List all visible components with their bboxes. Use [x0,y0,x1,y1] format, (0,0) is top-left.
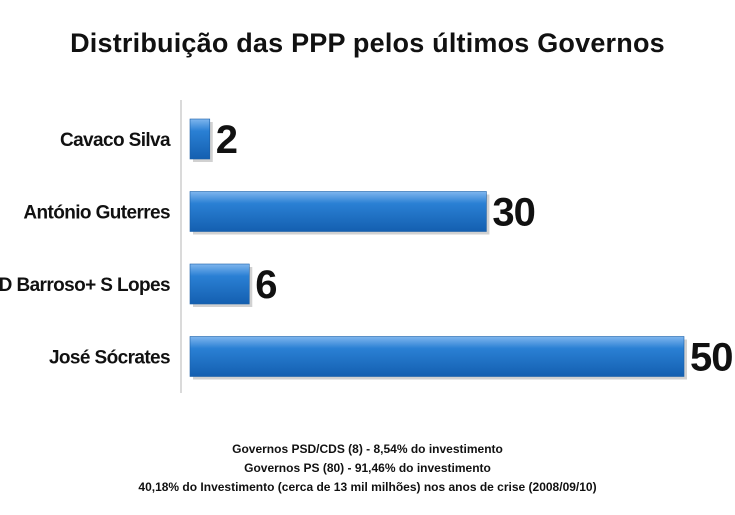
data-label-jose-socrates: 50 [690,336,733,380]
category-label-jose-socrates: José Sócrates [49,348,170,369]
category-label-d-barroso-s-lopes: D Barroso+ S Lopes [0,275,170,296]
bar-antonio-guterres [189,191,487,232]
data-label-antonio-guterres: 30 [492,191,535,235]
data-label-d-barroso-s-lopes: 6 [255,263,276,307]
footnote-psd-cds: Governos PSD/CDS (8) - 8,54% do investim… [232,442,503,456]
bar-d-barroso-s-lopes [189,263,250,305]
footnotes: Governos PSD/CDS (8) - 8,54% do investim… [0,440,735,497]
bar-jose-socrates [189,336,685,377]
chart-title: Distribuição das PPP pelos últimos Gover… [70,28,665,58]
data-label-cavaco-silva: 2 [216,118,237,162]
category-label-cavaco-silva: Cavaco Silva [60,130,171,151]
bar-cavaco-silva [189,118,211,160]
footnote-ps: Governos PS (80) - 91,46% do investiment… [244,461,491,475]
category-label-antonio-guterres: António Guterres [23,203,170,224]
footnote-crisis-years: 40,18% do Investimento (cerca de 13 mil … [138,480,597,494]
